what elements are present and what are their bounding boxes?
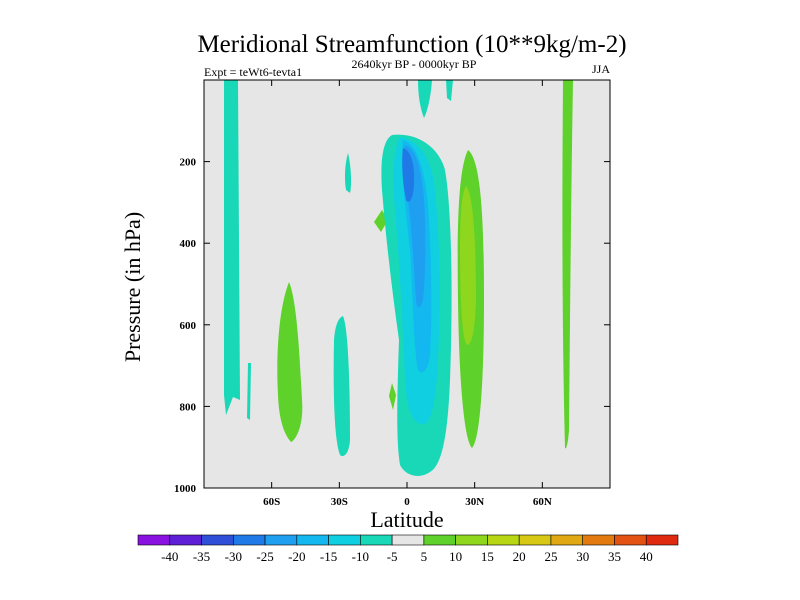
contour-neg-sh-highlat xyxy=(224,80,240,415)
season-label: JJA xyxy=(592,62,610,76)
colorbar-swatch xyxy=(137,534,171,546)
experiment-label: Expt = teWt6-tevta1 xyxy=(204,65,302,79)
y-axis-label: Pressure (in hPa) xyxy=(120,212,145,362)
y-tick-label: 600 xyxy=(180,320,197,332)
colorbar-label: 35 xyxy=(608,549,621,564)
colorbar-swatch xyxy=(264,534,298,546)
x-tick-label: 30N xyxy=(465,496,484,508)
y-tick-label: 800 xyxy=(180,401,197,413)
plot-area: 60S 30S 0 30N 60N 200 400 600 800 1000 xyxy=(174,79,611,508)
y-tick-label: 400 xyxy=(180,238,197,250)
colorbar-label: 15 xyxy=(481,549,494,564)
y-axis: 200 400 600 800 1000 xyxy=(174,157,610,495)
colorbar-swatch xyxy=(328,534,361,546)
colorbar-label: -20 xyxy=(288,549,305,564)
colorbar-swatch xyxy=(518,534,552,546)
contour-neg-eq-upper xyxy=(446,80,453,101)
x-tick-label: 60S xyxy=(263,496,280,508)
colorbar-swatch xyxy=(423,534,456,546)
colorbar-label: -15 xyxy=(320,549,337,564)
contour-neg-tropics-upper xyxy=(418,80,432,118)
x-axis-label: Latitude xyxy=(370,507,443,532)
colorbar-label: -30 xyxy=(225,549,242,564)
contour-pos-sh-midlat xyxy=(277,282,303,442)
colorbar-label: 10 xyxy=(449,549,462,564)
x-tick-label: 0 xyxy=(404,496,410,508)
colorbar-label: -40 xyxy=(161,549,178,564)
colorbar-swatch xyxy=(645,534,679,546)
colorbar-swatch xyxy=(614,534,647,546)
contour-neg-upper-30s xyxy=(344,153,352,193)
colorbar-swatch xyxy=(391,534,425,546)
colorbar-label: 5 xyxy=(421,549,428,564)
contour-neg-sh-sliver xyxy=(247,363,251,420)
colorbar-swatch xyxy=(296,534,329,546)
colorbar-swatch xyxy=(550,534,584,546)
x-tick-label: 30S xyxy=(331,496,348,508)
contour-neg-30s xyxy=(333,316,350,457)
x-tick-label: 60N xyxy=(533,496,552,508)
colorbar-swatch xyxy=(582,534,615,546)
colorbar-swatch xyxy=(360,534,393,546)
colorbar-label: -35 xyxy=(193,549,210,564)
colorbar-swatch xyxy=(232,534,266,546)
y-tick-label: 1000 xyxy=(174,483,197,495)
colorbar: -40 -35 -30 -25 -20 -15 -10 -5 5 10 15 20 25 30 35 40 xyxy=(137,534,679,564)
contour-pos-nh-15 xyxy=(460,186,476,345)
period-label: 2640kyr BP - 0000kyr BP xyxy=(352,57,477,71)
colorbar-swatch xyxy=(455,534,488,546)
y-tick-label: 200 xyxy=(180,157,197,169)
colorbar-label: -25 xyxy=(256,549,273,564)
colorbar-label: -5 xyxy=(387,549,398,564)
contour-fills xyxy=(224,80,573,476)
colorbar-swatch xyxy=(169,534,202,546)
colorbar-label: 25 xyxy=(544,549,557,564)
colorbar-swatch xyxy=(201,534,234,546)
colorbar-label: 20 xyxy=(513,549,526,564)
chart-title: Meridional Streamfunction (10**9kg/m-2) xyxy=(197,31,626,58)
contour-neg-tropics-25 xyxy=(402,148,415,202)
contour-pos-nh-highlat xyxy=(562,80,573,449)
x-axis: 60S 30S 0 30N 60N xyxy=(263,80,552,508)
colorbar-label: -10 xyxy=(352,549,369,564)
colorbar-label: 40 xyxy=(640,549,653,564)
contour-pos-small xyxy=(389,383,396,410)
colorbar-label: 30 xyxy=(576,549,589,564)
colorbar-swatch xyxy=(487,534,520,546)
